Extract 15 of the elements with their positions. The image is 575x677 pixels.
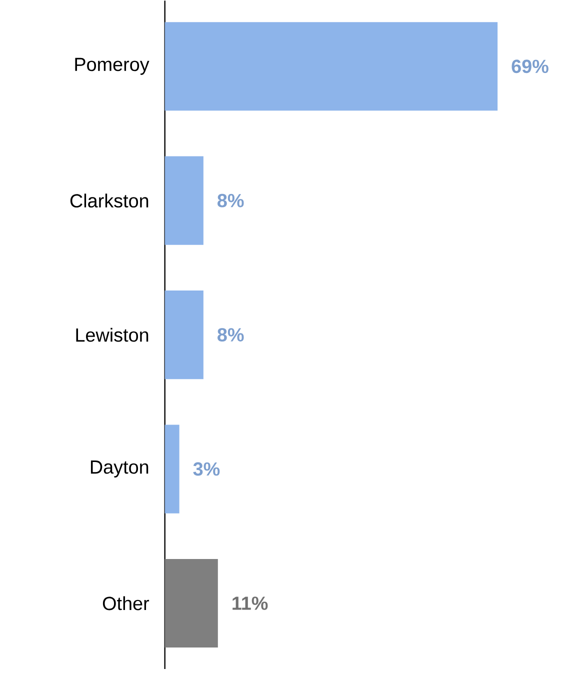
y-tick-label: Other	[102, 596, 149, 610]
data-label: 11%	[232, 596, 268, 610]
data-label: 69%	[512, 60, 548, 74]
bar	[164, 156, 204, 245]
y-tick-label: Dayton	[90, 460, 148, 478]
y-tick-label: Lewiston	[76, 328, 148, 342]
data-label: 8%	[217, 194, 244, 208]
data-label: 8%	[217, 328, 244, 342]
y-tick-label: Clarkston	[70, 194, 148, 208]
data-label: 3%	[193, 462, 220, 476]
bar	[164, 290, 204, 380]
bar	[164, 424, 180, 514]
bar	[164, 558, 218, 648]
y-tick-label: Pomeroy	[74, 58, 150, 75]
bar	[164, 22, 498, 111]
